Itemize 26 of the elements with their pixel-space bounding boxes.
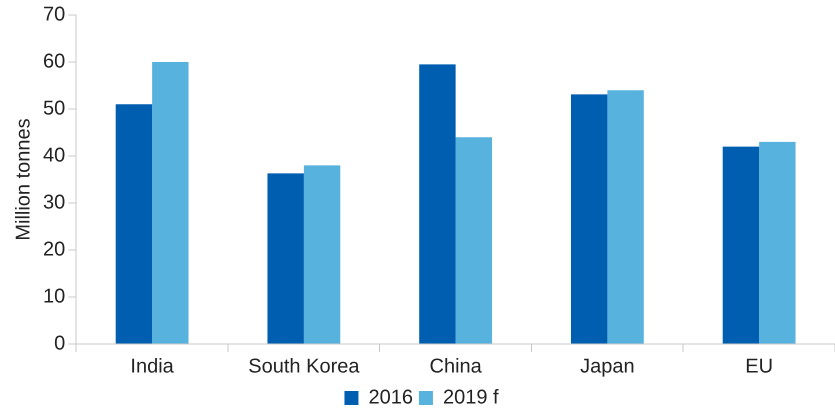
bar <box>570 94 608 344</box>
x-tick-label: South Korea <box>248 356 360 378</box>
bar <box>419 64 456 344</box>
y-tick-label: 20 <box>42 238 66 261</box>
bar <box>607 90 644 344</box>
legend-label: 2016 <box>368 386 413 409</box>
bar <box>759 142 796 344</box>
y-tick-label: 10 <box>42 286 66 308</box>
y-tick-label: 70 <box>42 4 66 26</box>
bar <box>304 165 340 344</box>
y-tick-label: 60 <box>42 50 66 73</box>
x-tick-label: EU <box>745 356 774 378</box>
x-tick-label: China <box>429 356 483 378</box>
bar <box>267 173 304 344</box>
bar <box>116 104 152 344</box>
y-tick-label: 50 <box>42 98 66 120</box>
y-tick-label: 30 <box>42 192 66 214</box>
y-tick-label: 40 <box>42 144 66 167</box>
y-tick-label: 0 <box>54 332 66 355</box>
bar <box>456 137 492 344</box>
legend-label: 2019 f <box>442 386 499 409</box>
bar <box>152 62 189 344</box>
x-tick-label: India <box>130 356 175 378</box>
bar <box>722 146 760 344</box>
y-axis-title: Million tonnes <box>12 118 35 241</box>
x-tick-label: Japan <box>580 356 635 378</box>
